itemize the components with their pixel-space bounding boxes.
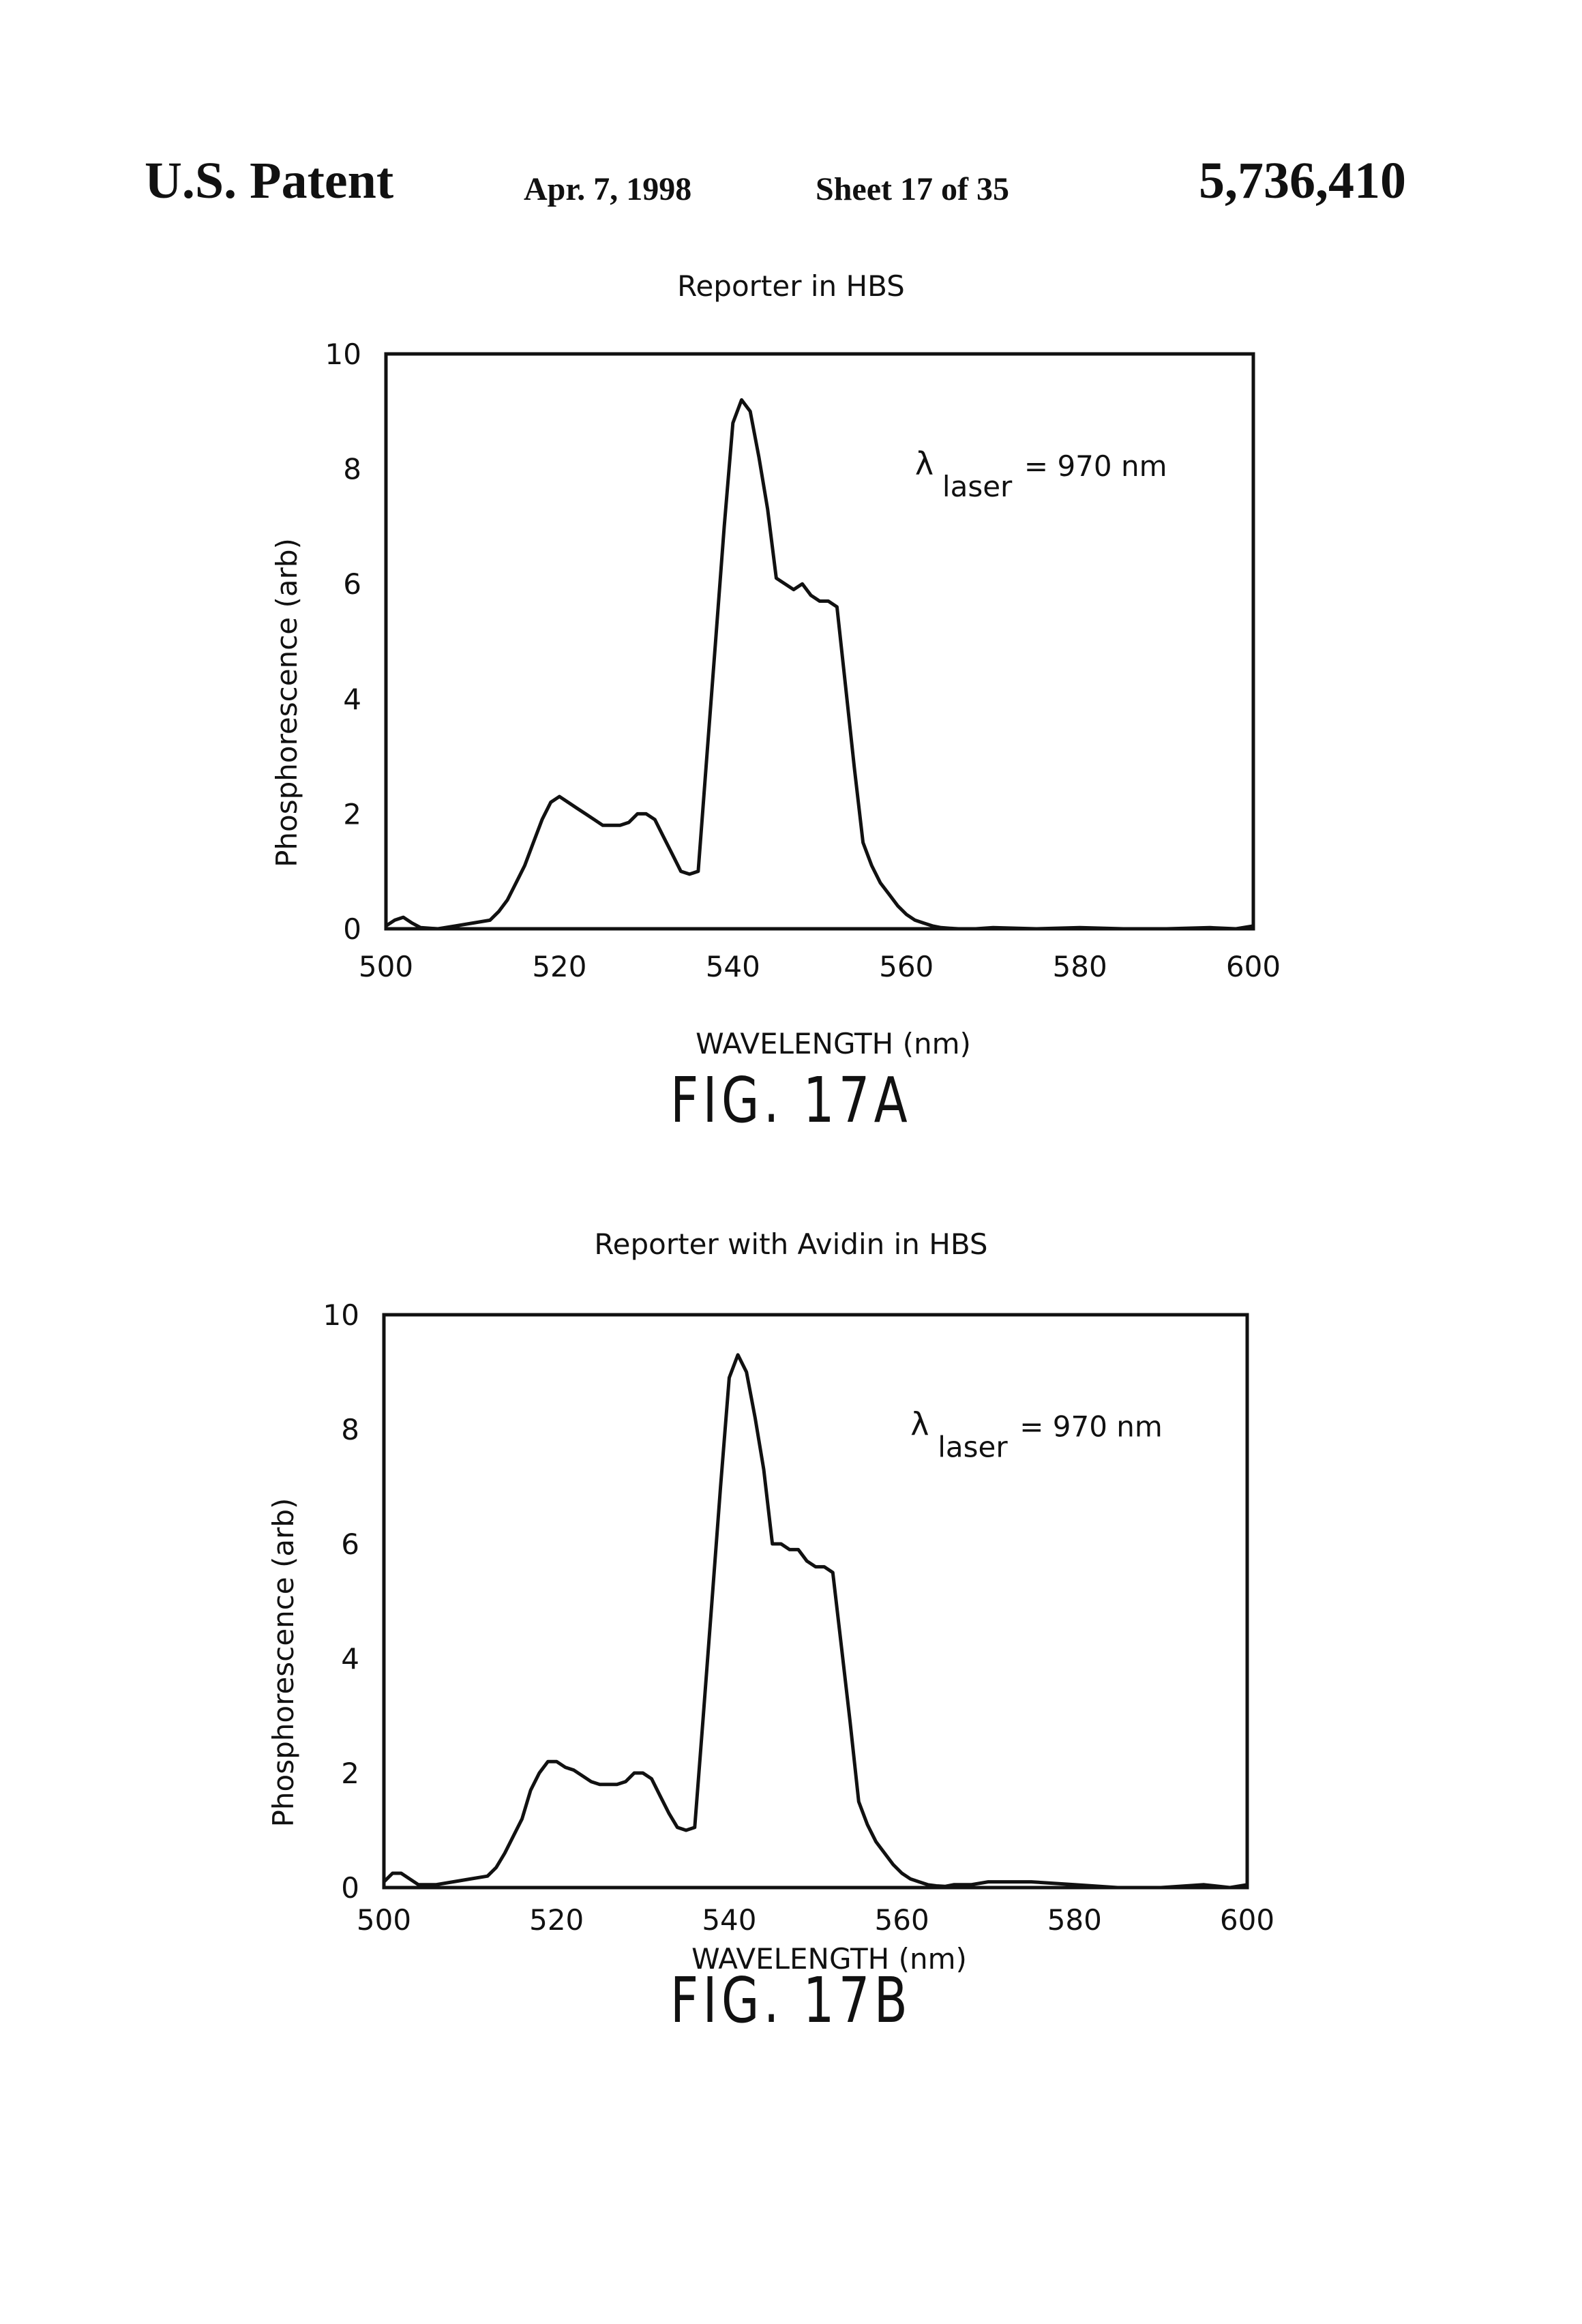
x-tick-label: 520 [532, 950, 586, 983]
y-tick-label: 8 [343, 453, 361, 486]
figure-label-17b: FIG. 17B [174, 1964, 1408, 2037]
plot-frame [386, 354, 1253, 929]
annotation-text: = 970 nm [1024, 449, 1167, 483]
y-axis-label: Phosphorescence (arb) [270, 538, 303, 867]
y-tick-label: 10 [325, 338, 361, 371]
x-tick-label: 560 [879, 950, 934, 983]
x-tick-label: 580 [1053, 950, 1107, 983]
figure-label-17a: FIG. 17A [174, 1064, 1408, 1137]
x-tick-label: 600 [1226, 950, 1281, 983]
chart-b-title: Reporter with Avidin in HBS [0, 1227, 1582, 1261]
annotation-subscript: laser [942, 470, 1013, 503]
y-tick-label: 4 [343, 683, 361, 716]
y-tick-label: 2 [343, 797, 361, 831]
x-tick-label: 500 [359, 950, 413, 983]
x-tick-label: 540 [706, 950, 760, 983]
x-axis-label: WAVELENGTH (nm) [696, 1027, 971, 1060]
y-tick-label: 0 [343, 912, 361, 946]
annotation-lambda-symbol: λ [915, 445, 934, 482]
y-tick-label: 6 [343, 567, 361, 601]
